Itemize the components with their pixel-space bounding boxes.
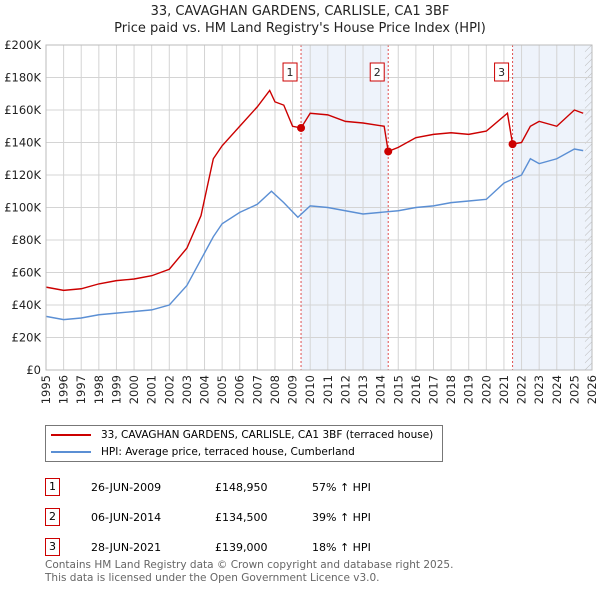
sale-label-box — [369, 62, 385, 82]
sale-date: 28-JUN-2021 — [91, 541, 162, 554]
sale-price: £148,950 — [215, 481, 268, 494]
sale-date: 26-JUN-2009 — [91, 481, 162, 494]
x-tick-label: 2012 — [338, 375, 352, 404]
plot-area: 1995 1996 1997 1998 1999 2000 2001 2002 2003 2004… — [4, 38, 599, 404]
x-tick-label: 2003 — [180, 375, 194, 404]
sale-price: £139,000 — [215, 541, 268, 554]
y-tick-label: £100K — [4, 201, 41, 215]
y-tick-label: £140K — [4, 136, 41, 150]
x-tick-label: 2007 — [250, 375, 264, 404]
y-tick-label: £120K — [4, 168, 41, 182]
sale-label: 3 — [498, 66, 505, 79]
sale-label-box — [494, 62, 510, 82]
sale-row: 3 28-JUN-2021 £139,000 18% ↑ HPI — [45, 538, 445, 559]
sale-hpi: 39% ↑ HPI — [312, 511, 371, 524]
x-tick-label: 2016 — [409, 375, 423, 404]
x-tick-label: 2009 — [286, 375, 300, 404]
y-tick-label: £180K — [4, 71, 41, 85]
sale-badge: 2 — [45, 508, 60, 526]
x-tick-label: 2020 — [479, 375, 493, 404]
x-tick-label: 1996 — [57, 375, 71, 404]
legend-item-hpi: HPI: Average price, terraced house, Cumb… — [51, 444, 355, 460]
x-tick-label: 2006 — [233, 375, 247, 404]
sale-price: £134,500 — [215, 511, 268, 524]
sale-label: 2 — [374, 66, 381, 79]
legend: 33, CAVAGHAN GARDENS, CARLISLE, CA1 3BF … — [45, 425, 443, 462]
x-tick-label: 2022 — [515, 375, 529, 404]
x-tick-label: 2008 — [268, 375, 282, 404]
hpi-series-line — [45, 148, 584, 321]
x-tick-label: 2001 — [145, 375, 159, 404]
plot-border — [45, 44, 593, 371]
x-tick-label: 2010 — [303, 375, 317, 404]
sale-label-box — [282, 62, 298, 82]
y-tick-label: £20K — [12, 331, 42, 345]
sale-hpi: 18% ↑ HPI — [312, 541, 371, 554]
x-tick-label: 2026 — [585, 375, 599, 404]
y-tick-label: £160K — [4, 103, 41, 117]
sale-hpi: 57% ↑ HPI — [312, 481, 371, 494]
x-tick-label: 2023 — [532, 375, 546, 404]
x-tick-label: 2017 — [426, 375, 440, 404]
x-tick-label: 2025 — [567, 375, 581, 404]
sale-badge: 3 — [45, 538, 60, 556]
sale-point — [297, 123, 306, 132]
property-series-line — [45, 89, 584, 292]
x-tick-label: 1998 — [92, 375, 106, 404]
sale-row: 1 26-JUN-2009 £148,950 57% ↑ HPI — [45, 478, 445, 499]
x-tick-label: 2013 — [356, 375, 370, 404]
footer-line: This data is licensed under the Open Gov… — [45, 572, 380, 584]
legend-swatch-red — [51, 434, 91, 436]
x-tick-label: 2024 — [550, 375, 564, 404]
sale-badge: 1 — [45, 478, 60, 496]
legend-label: 33, CAVAGHAN GARDENS, CARLISLE, CA1 3BF … — [101, 429, 434, 441]
y-tick-label: £0 — [26, 363, 41, 377]
x-tick-label: 2000 — [127, 375, 141, 404]
x-tick-label: 2014 — [374, 375, 388, 404]
x-tick-label: 1997 — [74, 375, 88, 404]
y-tick-label: £80K — [12, 233, 42, 247]
y-tick-label: £200K — [4, 38, 41, 52]
legend-label: HPI: Average price, terraced house, Cumb… — [101, 446, 355, 458]
x-tick-label: 2015 — [391, 375, 405, 404]
x-tick-label: 1999 — [109, 375, 123, 404]
x-tick-label: 2018 — [444, 375, 458, 404]
x-tick-label: 2002 — [162, 375, 176, 404]
footer-line: Contains HM Land Registry data © Crown c… — [45, 559, 454, 571]
sale-label: 1 — [287, 66, 294, 79]
sale-point — [508, 140, 517, 149]
sale-point — [384, 147, 393, 156]
x-tick-label: 1995 — [39, 375, 53, 404]
sale-date: 06-JUN-2014 — [91, 511, 162, 524]
footer: Contains HM Land Registry data © Crown c… — [45, 559, 453, 585]
sale-row: 2 06-JUN-2014 £134,500 39% ↑ HPI — [45, 508, 445, 529]
y-tick-label: £60K — [12, 266, 42, 280]
chart-subtitle: Price paid vs. HM Land Registry's House … — [114, 21, 486, 36]
x-tick-label: 2021 — [497, 375, 511, 404]
x-tick-label: 2011 — [321, 375, 335, 404]
chart-title: 33, CAVAGHAN GARDENS, CARLISLE, CA1 3BF — [150, 4, 450, 19]
legend-item-property: 33, CAVAGHAN GARDENS, CARLISLE, CA1 3BF … — [51, 427, 433, 443]
x-tick-label: 2005 — [215, 375, 229, 404]
x-tick-label: 2004 — [198, 375, 212, 404]
y-tick-label: £40K — [12, 298, 42, 312]
legend-swatch-blue — [51, 451, 91, 453]
x-tick-label: 2019 — [462, 375, 476, 404]
